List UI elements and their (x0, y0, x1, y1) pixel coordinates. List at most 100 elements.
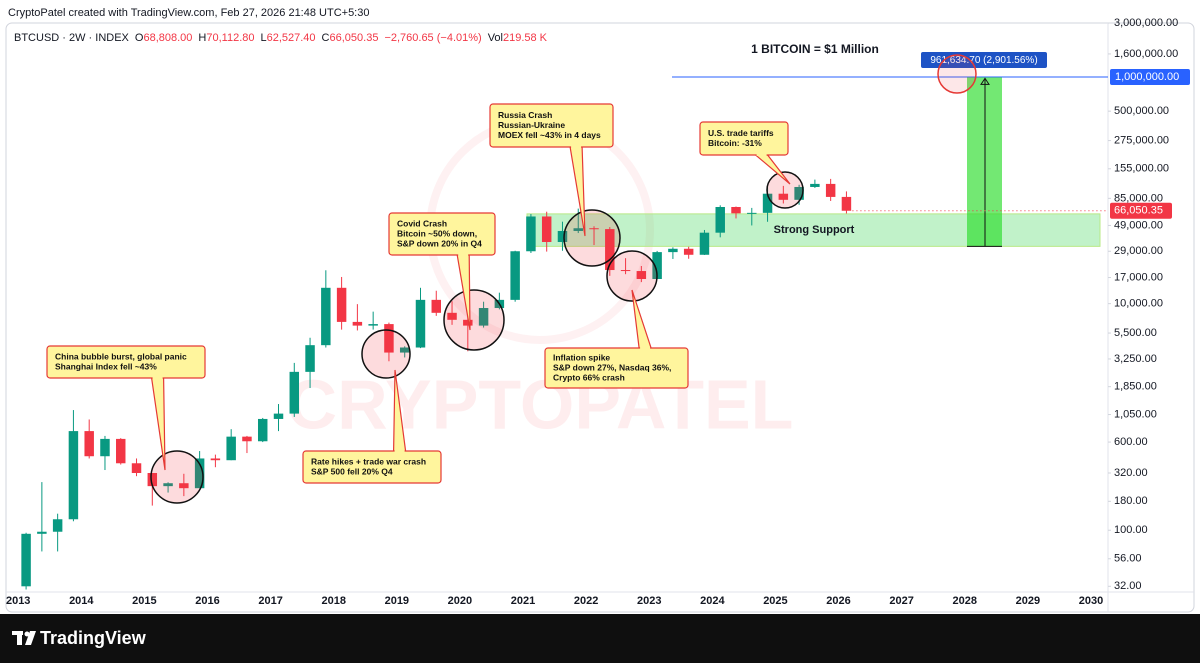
y-tick-label: 10,000.00 (1114, 298, 1163, 310)
projection-label: 961,634.70 (2,901.56%) (930, 55, 1037, 66)
target-price-bg (1110, 69, 1190, 86)
callout-text: China bubble burst, global panic (55, 351, 187, 361)
callout-box (489, 103, 614, 148)
logo-mark (17, 631, 22, 645)
symbol-header: BTCUSD · 2W · INDEX O68,808.00 H70,112.80 L… (14, 32, 548, 44)
candle-body (636, 271, 647, 280)
callout-text: Bitcoin: -31% (708, 138, 762, 148)
callout-seam (756, 154, 767, 156)
candle-body (620, 270, 631, 272)
callout-text: Bitcoin ~50% down, (397, 228, 477, 238)
candle-body (84, 431, 94, 457)
candle-body (289, 371, 300, 414)
candle-body (52, 519, 63, 532)
candle-body (526, 216, 536, 252)
y-tick-label: 56.00 (1114, 553, 1142, 565)
candle-body (399, 347, 410, 353)
candle-body (778, 193, 789, 200)
headline: 1 BITCOIN = $1 Million (751, 42, 879, 56)
candle-body (747, 212, 757, 214)
credit: CryptoPatel created with TradingView.com… (8, 7, 369, 19)
candle-body (242, 436, 252, 442)
callout-text: MOEX fell ~43% in 4 days (498, 130, 601, 140)
support-label: Strong Support (774, 224, 855, 236)
candle-body (589, 228, 599, 230)
ohlc-key: L (260, 32, 266, 44)
event-circle (766, 171, 804, 209)
candle-body (794, 186, 804, 200)
x-tick-label: 2028 (953, 595, 977, 607)
y-tick-label: 5,500.00 (1114, 327, 1157, 339)
callout-seam (152, 377, 163, 379)
candle-body (336, 287, 347, 322)
candle-body (147, 473, 158, 487)
candles (21, 178, 852, 590)
event-circle (361, 329, 411, 379)
candle-body (841, 196, 852, 211)
callout-text: U.S. trade tariffs (708, 128, 774, 138)
callout-seam (458, 254, 469, 256)
tradingview-logo: TradingView (12, 628, 147, 648)
target-circle (937, 54, 977, 94)
logo-mark (24, 631, 30, 637)
ohlc-key: H (198, 32, 206, 44)
x-tick-label: 2030 (1079, 595, 1103, 607)
candle-body (699, 232, 710, 255)
x-tick-label: 2020 (448, 595, 472, 607)
candle-body (668, 248, 678, 253)
candle-body (810, 183, 820, 187)
y-tick-label: 155,000.00 (1114, 163, 1169, 175)
y-tick-label: 1,850.00 (1114, 381, 1157, 393)
last-price-bg (1110, 202, 1172, 219)
candle-body (447, 312, 457, 320)
candle-body (510, 251, 520, 300)
last-price-label: 66,050.35 (1114, 205, 1163, 217)
candle-body (573, 228, 583, 231)
y-tick-label: 1,600,000.00 (1114, 48, 1178, 60)
x-tick-label: 2013 (6, 595, 30, 607)
y-tick-label: 180.00 (1114, 495, 1148, 507)
logo-mark (25, 631, 36, 645)
candle-body (131, 463, 142, 474)
candle-body (194, 458, 205, 489)
y-tick-label: 29,000.00 (1114, 245, 1163, 257)
x-tick-label: 2023 (637, 595, 661, 607)
candle-body (415, 299, 426, 348)
event-circle (443, 289, 505, 351)
callout-box (302, 450, 442, 484)
watermark: CRYPTOPATEL (287, 365, 794, 443)
candle-body (731, 206, 741, 214)
y-tick-label: 3,250.00 (1114, 353, 1157, 365)
x-tick-label: 2017 (258, 595, 282, 607)
callout-text: S&P down 20% in Q4 (397, 238, 482, 248)
y-tick-label: 320.00 (1114, 467, 1148, 479)
x-tick-label: 2014 (69, 595, 94, 607)
candle-body (226, 436, 236, 461)
x-tick-label: 2029 (1016, 595, 1040, 607)
candle-body (762, 193, 773, 213)
x-tick-label: 2024 (700, 595, 725, 607)
callout-text: Shanghai Index fell ~43% (55, 361, 157, 371)
ohlc-key: Vol (488, 32, 503, 44)
candle-body (100, 438, 110, 457)
candle-body (210, 458, 221, 461)
callout-box (388, 212, 496, 256)
candle-body (68, 431, 79, 520)
ohlc-value: 62,527.40 (267, 32, 316, 44)
candle-body (715, 206, 725, 233)
y-tick-label: 100.00 (1114, 524, 1148, 536)
ohlc-value: −2,760.65 (−4.01%) (384, 32, 481, 44)
x-tick-label: 2015 (132, 595, 156, 607)
candle-body (825, 183, 836, 197)
event-circle (606, 250, 658, 302)
y-tick-label: 85,000.00 (1114, 192, 1163, 204)
candle-body (652, 252, 662, 280)
callout-text: Inflation spike (553, 352, 610, 362)
footer (0, 614, 1200, 663)
target-price-label: 1,000,000.00 (1115, 71, 1179, 83)
candle-body (305, 345, 315, 372)
candle-body (557, 230, 568, 243)
candle-body (431, 299, 441, 313)
candle-body (478, 308, 489, 326)
x-tick-label: 2025 (763, 595, 787, 607)
